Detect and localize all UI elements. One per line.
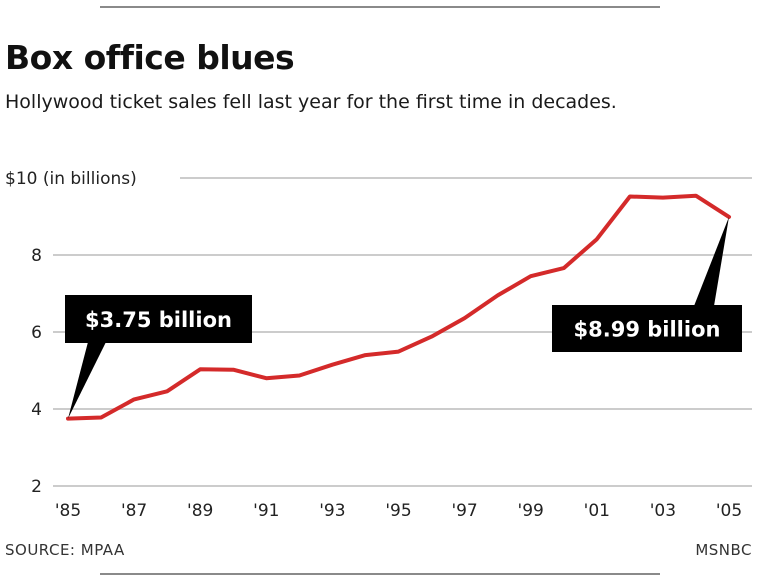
chart-title: Box office blues xyxy=(5,38,295,77)
x-tick-label: '87 xyxy=(121,501,147,521)
y-tick-label: 4 xyxy=(31,400,42,420)
bottom-rule xyxy=(100,573,660,575)
source-label: SOURCE: MPAA xyxy=(5,541,125,559)
callouts: $3.75 billion $8.99 billion xyxy=(65,216,742,419)
x-tick-label: '95 xyxy=(385,501,411,521)
callout-pointer xyxy=(694,216,729,306)
callout-pointer xyxy=(68,342,106,419)
callout-box xyxy=(552,305,742,352)
y-tick-label: 8 xyxy=(31,246,42,266)
x-tick-label: '01 xyxy=(584,501,610,521)
series-layer xyxy=(66,193,731,421)
x-tick-label: '85 xyxy=(55,501,81,521)
x-axis-labels: '85 '87 '89 '91 '93 '95 '97 '99 '01 '03 '05 xyxy=(55,501,742,521)
chart-subtitle: Hollywood ticket sales fell last year fo… xyxy=(5,91,617,113)
x-tick-label: '99 xyxy=(518,501,544,521)
credit-label: MSNBC xyxy=(695,541,752,559)
top-rule xyxy=(100,6,660,8)
y-tick-label: 2 xyxy=(31,477,42,497)
x-tick-label: '05 xyxy=(716,501,742,521)
x-tick-label: '97 xyxy=(451,501,477,521)
x-tick-label: '91 xyxy=(253,501,279,521)
callout-box xyxy=(65,295,252,343)
callout-label: $3.75 billion xyxy=(85,308,232,332)
x-tick-label: '03 xyxy=(650,501,676,521)
x-tick-label: '89 xyxy=(187,501,213,521)
y-tick-label: $10 (in billions) xyxy=(5,169,137,189)
x-tick-label: '93 xyxy=(319,501,345,521)
y-axis-labels: 2 4 6 8 $10 (in billions) xyxy=(5,169,137,497)
y-tick-label: 6 xyxy=(31,323,42,343)
callout-label: $8.99 billion xyxy=(574,318,721,342)
